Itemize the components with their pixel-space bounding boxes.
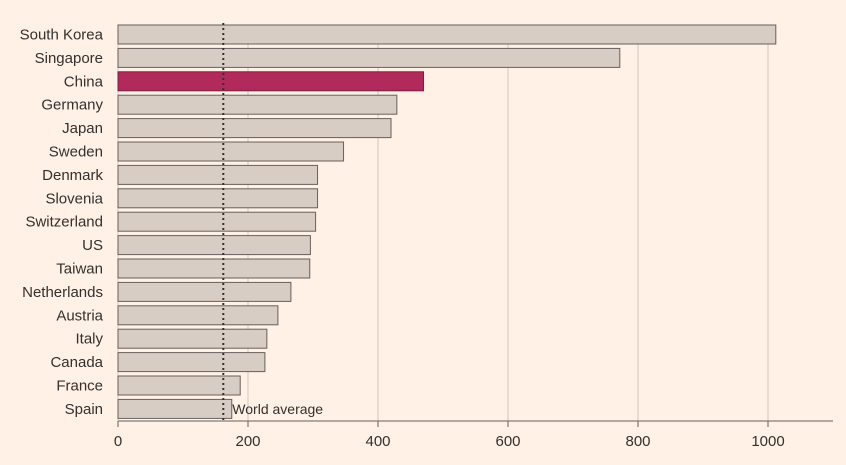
bars [117,24,777,419]
bar-south-korea [117,24,777,45]
bar-japan [117,118,392,139]
category-label-taiwan: Taiwan [56,261,103,278]
category-label-italy: Italy [75,331,103,348]
x-tick-label-400: 400 [365,433,390,450]
bar-denmark [117,164,319,185]
category-label-slovenia: Slovenia [45,190,103,207]
bar-netherlands [117,281,292,302]
x-tick-label-1000: 1000 [751,433,784,450]
bar-france [117,375,241,396]
category-label-sweden: Sweden [49,144,103,161]
x-tick-label-200: 200 [235,433,260,450]
x-tick-label-600: 600 [495,433,520,450]
world-average-label: World average [232,401,323,417]
category-label-switzerland: Switzerland [25,214,103,231]
bar-austria [117,305,279,326]
category-label-china: China [64,73,104,90]
x-tick-label-0: 0 [114,433,122,450]
world-average-line: World average [222,23,323,421]
bar-us [117,235,311,256]
bar-taiwan [117,258,311,279]
category-label-denmark: Denmark [42,167,103,184]
bar-switzerland [117,211,317,232]
category-label-france: France [56,378,103,395]
bar-germany [117,94,398,115]
category-label-south-korea: South Korea [20,27,104,44]
bar-spain [117,398,233,419]
bar-italy [117,328,268,349]
category-label-canada: Canada [50,354,103,371]
bar-china [117,71,424,92]
category-label-austria: Austria [56,307,103,324]
category-labels: South Korea Singapore China Germany Japan Swe… [20,27,104,418]
x-tick-label-800: 800 [625,433,650,450]
bar-sweden [117,141,345,162]
bar-canada [117,352,266,373]
category-label-netherlands: Netherlands [22,284,103,301]
bar-slovenia [117,188,319,209]
x-axis: 0 200 400 600 800 1000 [114,420,833,450]
category-label-singapore: Singapore [35,50,103,67]
category-label-us: US [82,237,103,254]
category-label-germany: Germany [41,97,103,114]
category-label-spain: Spain [65,401,103,418]
category-label-japan: Japan [62,120,103,137]
bar-singapore [117,47,621,68]
